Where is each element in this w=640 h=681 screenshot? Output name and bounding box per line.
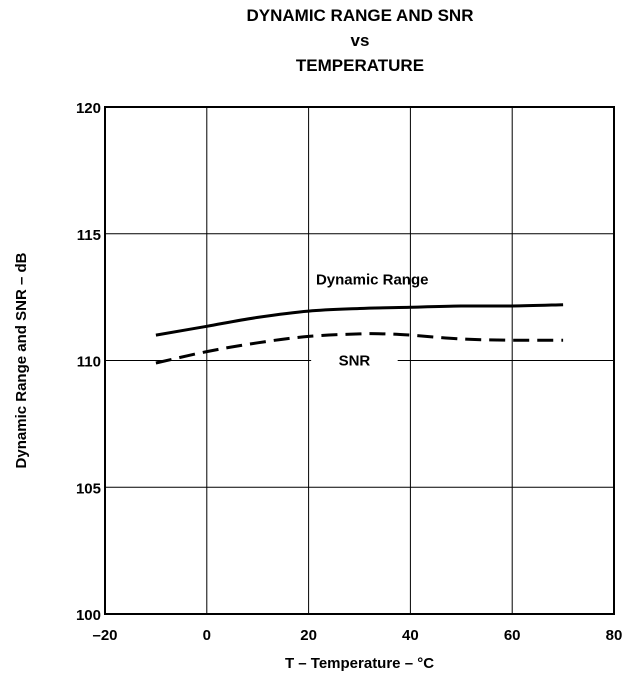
plot-frame [104, 106, 615, 615]
series-layer: Dynamic Range SNR [155, 271, 564, 371]
dynamic-range-line [155, 303, 564, 337]
chart-title-line-1: DYNAMIC RANGE AND SNR [246, 6, 474, 25]
y-tick-label: 105 [76, 480, 101, 497]
x-tick-label: –20 [92, 627, 117, 644]
snr-line [155, 332, 564, 365]
series-label-dynamic-range: Dynamic Range [316, 271, 429, 288]
chart-title-line-2: vs [350, 31, 370, 50]
x-tick-label: 0 [203, 627, 211, 644]
x-tick-label: 20 [300, 627, 317, 644]
y-tick-label: 120 [76, 100, 101, 117]
x-axis-label: T – Temperature – °C [285, 655, 434, 672]
y-tick-label: 115 [77, 227, 101, 244]
x-tick-label: 40 [402, 627, 419, 644]
x-tick-label: 60 [504, 627, 521, 644]
grid [105, 107, 614, 614]
chart-title-line-3: TEMPERATURE [295, 56, 425, 75]
y-axis-label: Dynamic Range and SNR – dB [13, 252, 30, 468]
y-tick-label: 100 [76, 607, 101, 624]
tick-labels: –20 0 20 40 60 80 100 105 110 115 120 [76, 100, 622, 644]
series-label-snr: SNR [339, 353, 371, 370]
y-tick-label: 110 [77, 354, 101, 371]
series-label-background [311, 346, 398, 371]
x-tick-label: 80 [606, 627, 623, 644]
